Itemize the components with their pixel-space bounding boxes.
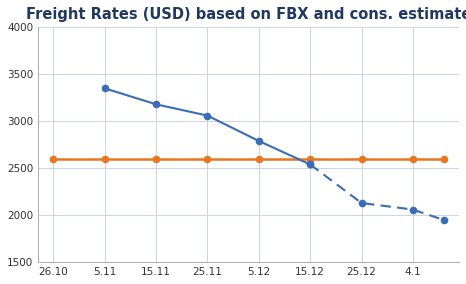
Title: Freight Rates (USD) based on FBX and cons. estimate: Freight Rates (USD) based on FBX and con…: [26, 7, 466, 22]
